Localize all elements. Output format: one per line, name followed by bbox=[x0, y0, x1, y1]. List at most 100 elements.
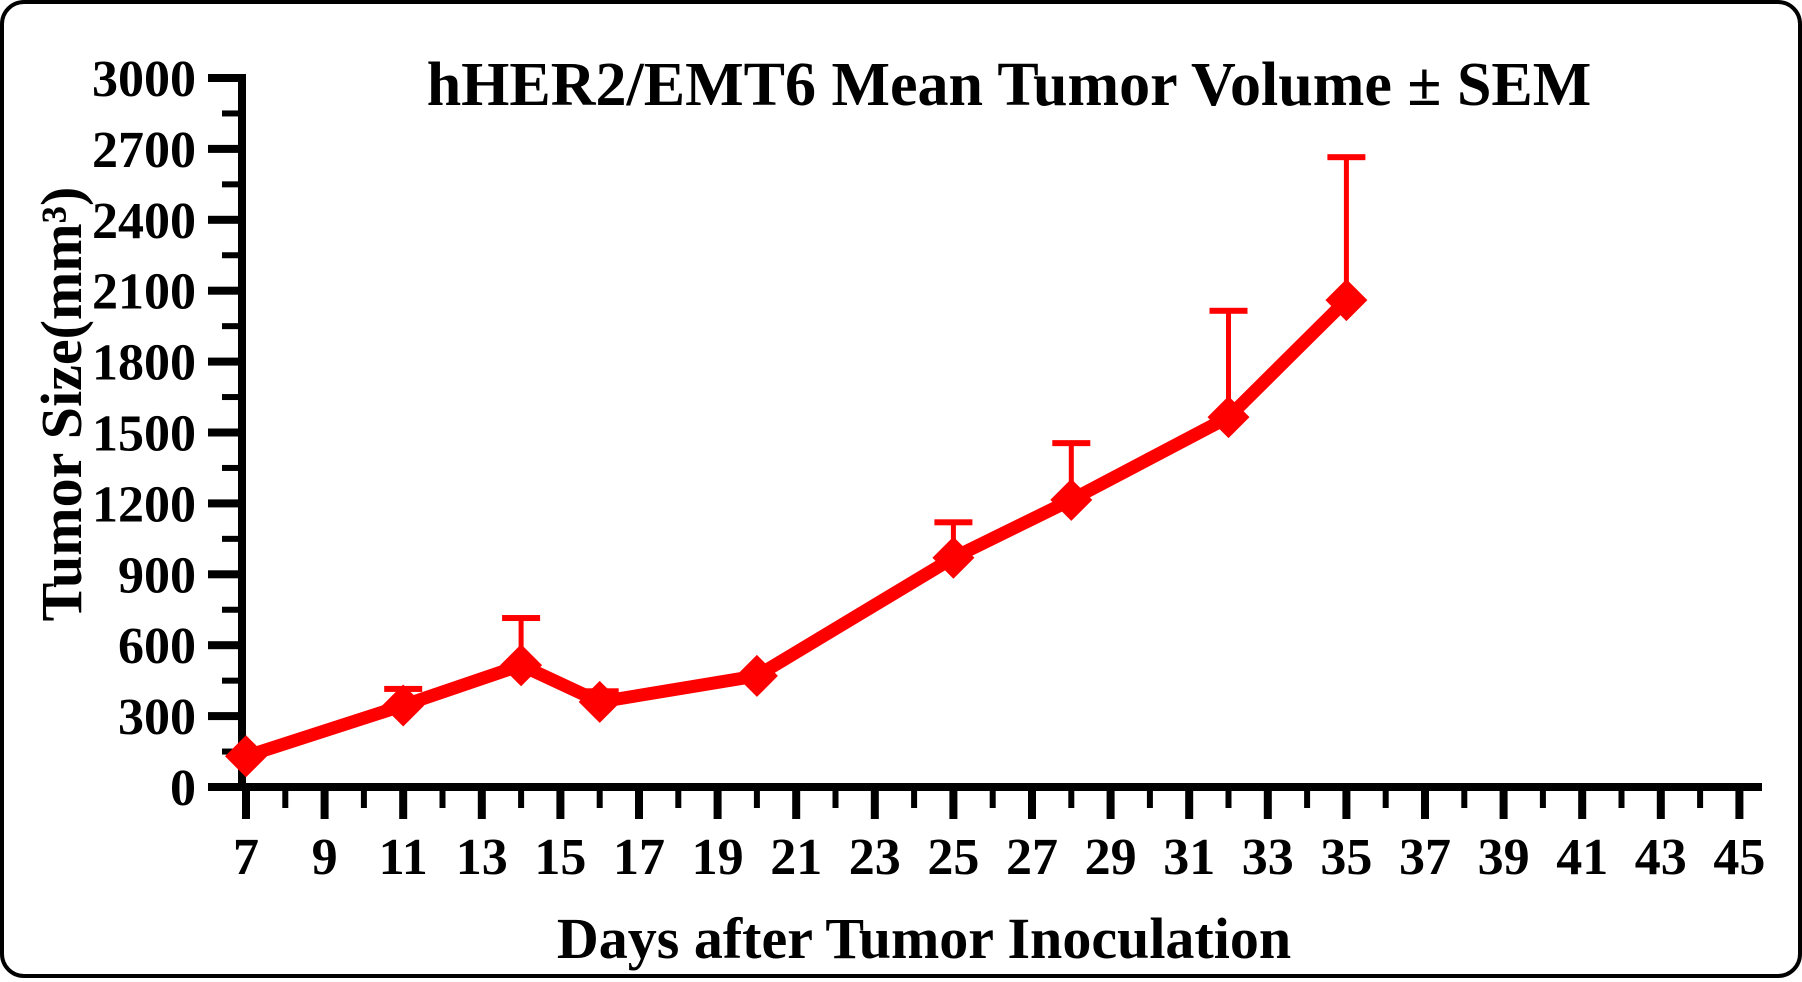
x-major-tick bbox=[242, 791, 250, 819]
x-minor-tick bbox=[1697, 791, 1704, 808]
x-minor-tick bbox=[1146, 791, 1153, 808]
data-point-marker bbox=[382, 684, 425, 727]
y-major-tick bbox=[208, 499, 242, 508]
x-axis-line bbox=[226, 783, 1762, 791]
x-minor-tick bbox=[753, 791, 760, 808]
y-tick-label: 2100 bbox=[92, 264, 196, 321]
x-major-tick bbox=[320, 791, 329, 819]
x-major-tick bbox=[1106, 791, 1115, 819]
x-major-tick bbox=[1656, 791, 1665, 819]
error-bar-cap bbox=[1052, 440, 1091, 447]
x-major-tick bbox=[713, 791, 722, 819]
x-major-tick bbox=[1735, 791, 1744, 819]
x-major-tick bbox=[949, 791, 958, 819]
y-minor-tick bbox=[222, 535, 242, 542]
error-bar-stem bbox=[1226, 310, 1231, 418]
data-point-marker bbox=[1325, 279, 1368, 322]
x-tick-label: 37 bbox=[1399, 829, 1451, 886]
y-minor-tick bbox=[222, 181, 242, 188]
y-major-tick bbox=[208, 428, 242, 437]
data-point-marker bbox=[735, 654, 778, 697]
error-bar-cap bbox=[502, 615, 541, 622]
x-minor-tick bbox=[1068, 791, 1075, 808]
x-tick-label: 33 bbox=[1242, 829, 1294, 886]
x-axis-title: Days after Tumor Inoculation bbox=[556, 906, 1292, 971]
y-minor-tick bbox=[222, 677, 242, 684]
y-tick-label: 1200 bbox=[92, 476, 196, 533]
x-tick-label: 39 bbox=[1478, 829, 1530, 886]
x-tick-label: 43 bbox=[1635, 829, 1687, 886]
x-tick-label: 31 bbox=[1163, 829, 1215, 886]
x-tick-label: 41 bbox=[1556, 829, 1608, 886]
data-point-marker bbox=[932, 536, 975, 579]
x-minor-tick bbox=[518, 791, 525, 808]
data-point-marker bbox=[578, 680, 621, 723]
chart-title: hHER2/EMT6 Mean Tumor Volume ± SEM bbox=[426, 51, 1592, 119]
x-minor-tick bbox=[1461, 791, 1468, 808]
y-minor-tick bbox=[222, 110, 242, 117]
x-tick-label: 9 bbox=[312, 829, 338, 886]
x-tick-label: 29 bbox=[1085, 829, 1137, 886]
x-major-tick bbox=[399, 791, 408, 819]
data-point-marker bbox=[1050, 478, 1093, 521]
x-major-tick bbox=[1421, 791, 1429, 819]
y-major-tick bbox=[208, 74, 242, 82]
y-major-tick bbox=[208, 357, 242, 366]
y-major-tick bbox=[208, 286, 242, 295]
y-tick-label: 1800 bbox=[92, 335, 196, 392]
error-bar-cap bbox=[1327, 154, 1366, 161]
x-minor-tick bbox=[1225, 791, 1232, 808]
x-minor-tick bbox=[832, 791, 839, 808]
y-major-tick bbox=[208, 783, 242, 791]
y-tick-label: 2400 bbox=[92, 193, 196, 250]
x-tick-label: 21 bbox=[770, 829, 822, 886]
y-tick-label: 600 bbox=[118, 618, 196, 675]
y-tick-label: 900 bbox=[118, 547, 196, 604]
x-tick-label: 23 bbox=[849, 829, 901, 886]
y-minor-tick bbox=[222, 394, 242, 401]
x-minor-tick bbox=[1539, 791, 1546, 808]
x-tick-label: 27 bbox=[1006, 829, 1058, 886]
data-point-marker bbox=[225, 735, 267, 778]
x-minor-tick bbox=[911, 791, 918, 808]
data-point-marker bbox=[1207, 396, 1250, 439]
x-minor-tick bbox=[675, 791, 682, 808]
y-major-tick bbox=[208, 570, 242, 579]
x-tick-label: 45 bbox=[1713, 829, 1765, 886]
y-tick-label: 2700 bbox=[92, 122, 196, 179]
x-tick-label: 17 bbox=[613, 829, 665, 886]
x-minor-tick bbox=[282, 791, 289, 808]
error-bar-stem bbox=[518, 618, 524, 666]
x-minor-tick bbox=[1304, 791, 1311, 808]
x-minor-tick bbox=[360, 791, 367, 808]
y-major-tick bbox=[208, 215, 242, 224]
x-major-tick bbox=[792, 791, 801, 819]
y-minor-tick bbox=[222, 464, 242, 471]
x-tick-label: 35 bbox=[1320, 829, 1372, 886]
y-major-tick bbox=[208, 641, 242, 650]
y-tick-label: 3000 bbox=[92, 51, 196, 108]
x-major-tick bbox=[1263, 791, 1272, 819]
y-tick-label: 300 bbox=[118, 689, 196, 746]
x-tick-label: 7 bbox=[233, 829, 259, 886]
x-major-tick bbox=[1578, 791, 1587, 819]
x-tick-label: 11 bbox=[379, 829, 428, 886]
x-major-tick bbox=[1342, 791, 1351, 819]
error-bar-cap bbox=[1209, 307, 1248, 314]
x-major-tick bbox=[1028, 791, 1036, 819]
x-minor-tick bbox=[596, 791, 603, 808]
x-major-tick bbox=[1499, 791, 1508, 819]
y-tick-label: 1500 bbox=[92, 406, 196, 463]
y-tick-label: 0 bbox=[170, 760, 196, 817]
x-major-tick bbox=[635, 791, 643, 819]
y-minor-tick bbox=[222, 323, 242, 330]
x-minor-tick bbox=[439, 791, 446, 808]
x-minor-tick bbox=[1618, 791, 1625, 808]
x-major-tick bbox=[477, 791, 486, 819]
x-minor-tick bbox=[989, 791, 996, 808]
x-major-tick bbox=[870, 791, 879, 819]
error-bar-stem bbox=[1343, 157, 1349, 301]
y-major-tick bbox=[208, 144, 242, 153]
x-tick-label: 25 bbox=[927, 829, 979, 886]
